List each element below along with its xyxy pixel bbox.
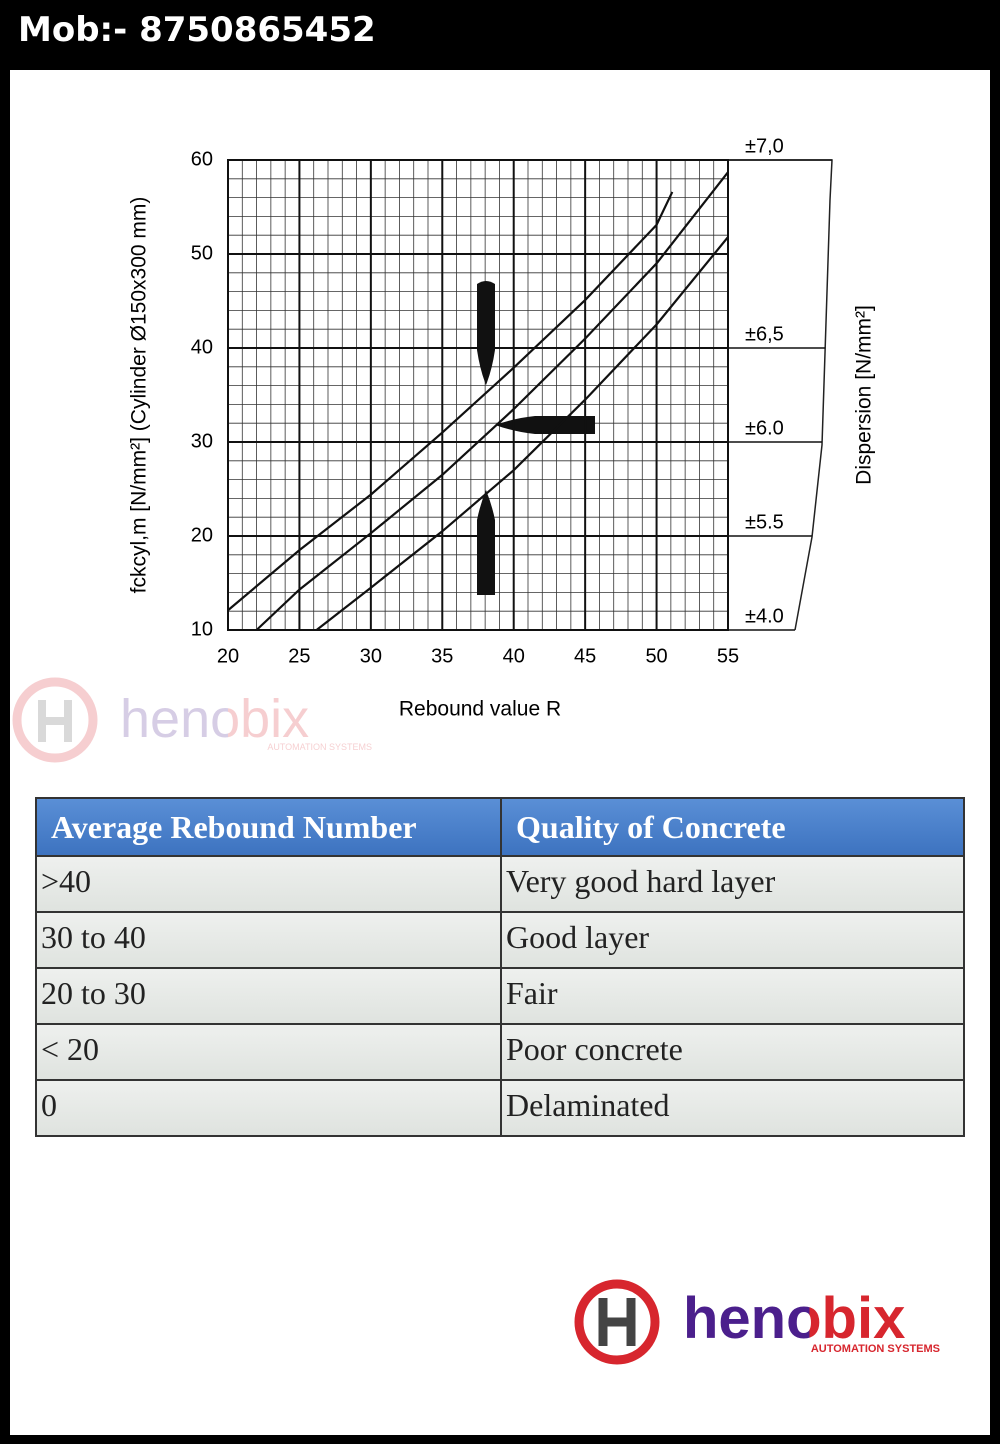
cell: < 20 (41, 1031, 100, 1067)
dispersion-boundary (728, 159, 833, 631)
y2-tick-label: ±6.0 (745, 417, 784, 439)
curve (315, 236, 729, 631)
cell: 0 (41, 1087, 57, 1123)
y2-tick-label: ±5.5 (745, 511, 784, 533)
phone-number: Mob:- 8750865452 (18, 10, 376, 50)
x-tick-label: 40 (503, 645, 525, 667)
curve (227, 191, 674, 612)
hammer-up-icon (477, 490, 495, 595)
header-cell: Average Rebound Number (51, 809, 417, 845)
x-tick-label: 30 (360, 645, 382, 667)
watermark-icon-h (38, 700, 72, 742)
plot-frame (227, 159, 729, 631)
logo-icon (574, 1279, 660, 1365)
table-row: 0 Delaminated (37, 1079, 963, 1135)
cell: Delaminated (500, 1081, 963, 1135)
watermark: henobix AUTOMATION SYSTEMS (12, 677, 372, 763)
x-tick-label: 20 (217, 645, 239, 667)
x-axis-title: Rebound value R (399, 698, 561, 721)
watermark-tagline: AUTOMATION SYSTEMS (267, 742, 372, 752)
logo-tagline: AUTOMATION SYSTEMS (811, 1343, 940, 1355)
quality-table: Average Rebound Number Quality of Concre… (35, 797, 965, 1137)
header-cell: Quality of Concrete (500, 799, 963, 855)
hammer-horizontal-icon (495, 416, 595, 434)
cell: 20 to 30 (41, 975, 146, 1011)
table-row: 30 to 40 Good layer (37, 911, 963, 967)
cell: 30 to 40 (41, 919, 146, 955)
y-axis-title: fckcyl,m [N/mm²] (Cylinder Ø150x300 mm) (128, 197, 151, 594)
watermark-icon (12, 677, 98, 763)
x-tick-label: 50 (645, 645, 667, 667)
logo-name: henobix (683, 1286, 905, 1351)
watermark-name: henobix (120, 689, 309, 749)
y-tick-label: 50 (191, 242, 213, 264)
y2-tick-label: ±6,5 (745, 323, 784, 345)
cell: >40 (41, 863, 92, 899)
cell: Very good hard layer (500, 857, 963, 911)
table-header: Average Rebound Number Quality of Concre… (37, 799, 963, 855)
table-row: >40 Very good hard layer (37, 855, 963, 911)
y-tick-label: 40 (191, 336, 213, 358)
y2-tick-label: ±4.0 (745, 605, 784, 627)
curve (255, 171, 729, 631)
hammer-down-icon (477, 281, 495, 385)
y-tick-label: 10 (191, 618, 213, 640)
y-tick-label: 30 (191, 430, 213, 452)
logo-icon-h (598, 1298, 636, 1346)
x-tick-label: 35 (431, 645, 453, 667)
cell: Good layer (500, 913, 963, 967)
x-tick-label: 55 (717, 645, 739, 667)
x-tick-label: 45 (574, 645, 596, 667)
logo: henobix AUTOMATION SYSTEMS (574, 1279, 940, 1365)
cell: Fair (500, 969, 963, 1023)
y-tick-label: 20 (191, 524, 213, 546)
x-tick-label: 25 (288, 645, 310, 667)
cell: Poor concrete (500, 1025, 963, 1079)
y2-tick-label: ±7,0 (745, 135, 784, 157)
table-row: < 20 Poor concrete (37, 1023, 963, 1079)
y-tick-label: 60 (191, 148, 213, 170)
table-row: 20 to 30 Fair (37, 967, 963, 1023)
y2-axis-title: Dispersion [N/mm²] (853, 305, 876, 485)
